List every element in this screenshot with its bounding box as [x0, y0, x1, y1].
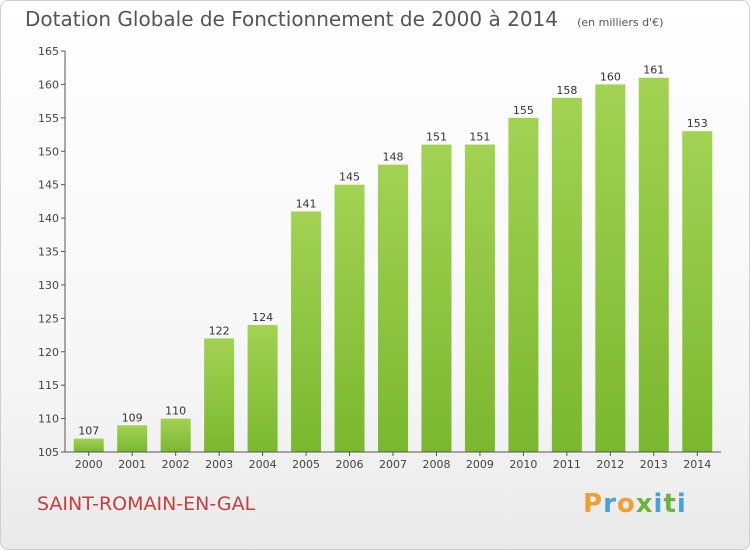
bar-2003 [204, 338, 235, 452]
bar-2011 [551, 97, 582, 453]
axes-group: 105 110 115 120 125 130 135 140 145 150 155 160 165 2… [38, 45, 721, 471]
value-label-2000: 107 [78, 425, 99, 438]
bar-2007 [378, 164, 408, 452]
x-tick-label-2008: 2008 [422, 458, 450, 471]
y-tick-label: 145 [38, 179, 59, 192]
y-tick-label: 150 [38, 145, 59, 158]
bar-2001 [117, 425, 148, 452]
value-label-2009: 151 [469, 131, 490, 144]
y-tick-label: 160 [38, 78, 59, 91]
value-label-2001: 109 [122, 411, 143, 424]
proxiti-logo: Proxiti [583, 489, 687, 519]
bar-2008 [421, 144, 452, 453]
logo-letter: o [616, 489, 636, 519]
value-label-2014: 153 [687, 117, 708, 130]
bar-2010 [508, 117, 539, 452]
logo-letter: P [583, 489, 604, 519]
value-label-2010: 155 [513, 104, 534, 117]
logo-letter: x [635, 489, 654, 519]
value-label-2002: 110 [165, 405, 186, 418]
value-label-2013: 161 [643, 64, 664, 77]
x-tick-label-2006: 2006 [336, 458, 364, 471]
x-tick-label-2014: 2014 [683, 458, 711, 471]
x-tick-label-2007: 2007 [379, 458, 407, 471]
chart-subtitle: (en milliers d'€) [577, 16, 664, 29]
x-tick-label-2004: 2004 [249, 458, 277, 471]
bar-2000 [73, 438, 104, 452]
value-label-2012: 160 [600, 70, 621, 83]
x-tick-label-2012: 2012 [596, 458, 624, 471]
bars-group: 107 109 110 122 124 141 145 148 151 151 155 158 160 1… [73, 64, 713, 453]
x-tick-label-2005: 2005 [292, 458, 320, 471]
value-label-2008: 151 [426, 131, 447, 144]
y-tick-label: 120 [38, 346, 59, 359]
x-tick-label-2001: 2001 [118, 458, 146, 471]
value-label-2005: 141 [296, 197, 317, 210]
x-tick-label-2002: 2002 [162, 458, 190, 471]
commune-name: SAINT-ROMAIN-EN-GAL [37, 493, 256, 515]
value-label-2004: 124 [252, 311, 273, 324]
y-tick-label: 130 [38, 279, 59, 292]
y-tick-label: 105 [38, 446, 59, 459]
value-label-2003: 122 [209, 324, 230, 337]
bar-2013 [638, 77, 669, 452]
value-label-2011: 158 [556, 84, 577, 97]
bar-2006 [334, 184, 365, 452]
logo-letter: i [653, 489, 664, 519]
y-tick-label: 135 [38, 246, 59, 259]
logo-letter: t [663, 489, 677, 519]
y-tick-label: 115 [38, 379, 59, 392]
x-tick-label-2011: 2011 [553, 458, 581, 471]
bar-2012 [595, 84, 626, 453]
bar-2014 [682, 131, 713, 452]
bar-2002 [160, 418, 191, 452]
x-tick-label-2003: 2003 [205, 458, 233, 471]
x-tick-label-2000: 2000 [75, 458, 103, 471]
logo-letter: i [676, 489, 687, 519]
chart-title-main: Dotation Globale de Fonctionnement de 20… [25, 7, 558, 31]
x-tick-label-2010: 2010 [509, 458, 537, 471]
logo-letter: r [603, 489, 617, 519]
bar-2009 [464, 144, 495, 453]
chart-title: Dotation Globale de Fonctionnement de 20… [25, 7, 663, 31]
value-label-2007: 148 [383, 151, 404, 164]
y-tick-label: 140 [38, 212, 59, 225]
y-tick-label: 155 [38, 112, 59, 125]
y-tick-label: 110 [38, 413, 59, 426]
x-tick-label-2013: 2013 [640, 458, 668, 471]
bar-2005 [291, 211, 322, 452]
y-tick-label: 125 [38, 312, 59, 325]
bar-2004 [247, 325, 278, 452]
value-label-2006: 145 [339, 171, 360, 184]
y-tick-label: 165 [38, 45, 59, 58]
x-tick-label-2009: 2009 [466, 458, 494, 471]
